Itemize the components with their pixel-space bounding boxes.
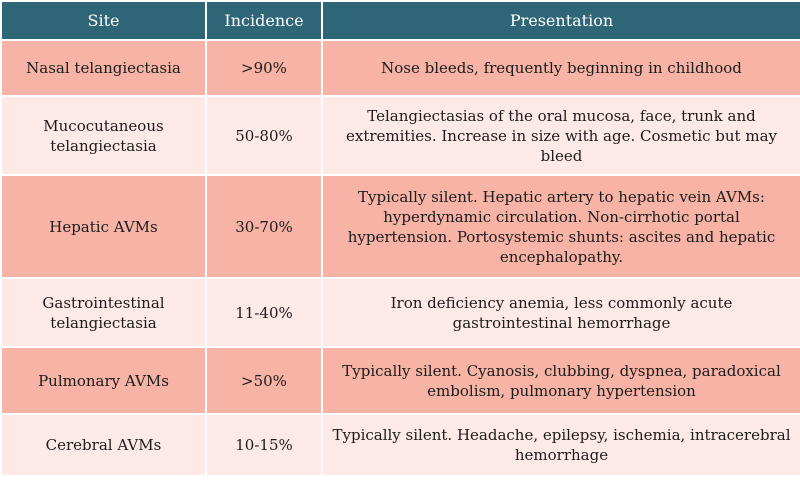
cell-site: Hepatic AVMs (0, 174, 207, 279)
cell-incidence: >50% (205, 346, 323, 415)
cell-incidence: 10-15% (205, 413, 323, 477)
cell-site: Cerebral AVMs (0, 413, 207, 477)
cell-presentation: Typically silent. Headache, epilepsy, is… (321, 413, 800, 477)
cell-incidence: 11-40% (205, 277, 323, 348)
table-row: Mucocutaneous telangiectasia 50-80% Telang… (0, 95, 800, 176)
cell-incidence: 50-80% (205, 95, 323, 176)
cell-presentation: Telangiectasias of the oral mucosa, face… (321, 95, 800, 176)
header-row: Site Incidence Presentation (0, 0, 800, 41)
cell-incidence: >90% (205, 39, 323, 97)
cell-incidence: 30-70% (205, 174, 323, 279)
table-row: Cerebral AVMs 10-15% Typically silent. Hea… (0, 413, 800, 477)
header-site: Site (0, 0, 207, 41)
table-row: Hepatic AVMs 30-70% Typically silent. Hepa… (0, 174, 800, 279)
cell-presentation: Iron deficiency anemia, less commonly ac… (321, 277, 800, 348)
header-presentation: Presentation (321, 0, 800, 41)
header-incidence: Incidence (205, 0, 323, 41)
cell-presentation: Typically silent. Hepatic artery to hepa… (321, 174, 800, 279)
cell-site: Nasal telangiectasia (0, 39, 207, 97)
table-row: Pulmonary AVMs >50% Typically silent. Cyan… (0, 346, 800, 415)
hht-manifestations-table: Site Incidence Presentation Nasal telang… (0, 0, 800, 477)
cell-site: Gastrointestinal telangiectasia (0, 277, 207, 348)
cell-presentation: Nose bleeds, frequently beginning in chi… (321, 39, 800, 97)
cell-site: Pulmonary AVMs (0, 346, 207, 415)
table-row: Gastrointestinal telangiectasia 11-40% Iro… (0, 277, 800, 348)
cell-presentation: Typically silent. Cyanosis, clubbing, dy… (321, 346, 800, 415)
cell-site: Mucocutaneous telangiectasia (0, 95, 207, 176)
table-row: Nasal telangiectasia >90% Nose bleeds, fre… (0, 39, 800, 97)
